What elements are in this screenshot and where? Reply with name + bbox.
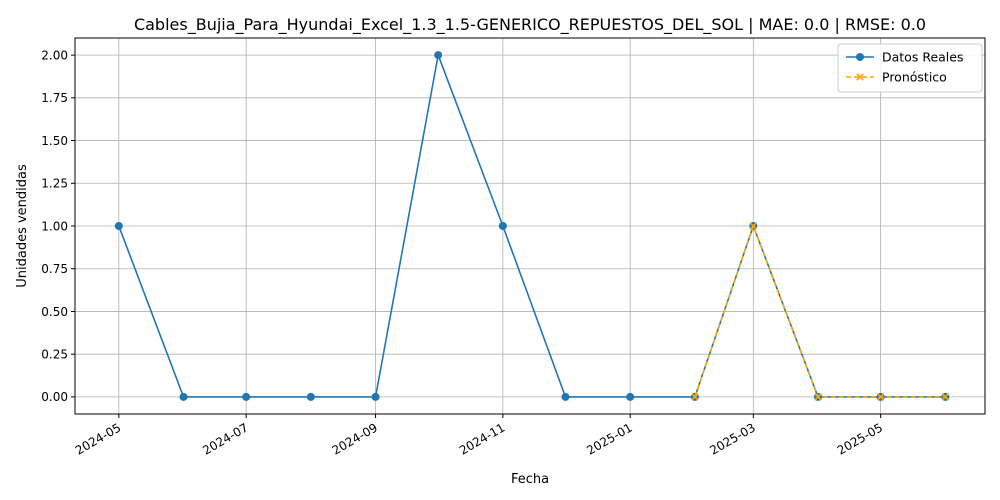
legend-marker-datos-reales xyxy=(856,53,864,61)
data-point xyxy=(179,392,188,401)
y-tick-label: 0.25 xyxy=(41,347,68,361)
data-point xyxy=(626,392,635,401)
forecast-point xyxy=(749,222,758,230)
legend-box xyxy=(837,43,983,93)
series-pronostico xyxy=(691,222,950,401)
x-tick-label: 2025-05 xyxy=(835,420,885,457)
data-point xyxy=(242,392,251,401)
forecast-point xyxy=(691,393,699,401)
data-point xyxy=(561,392,570,401)
data-point xyxy=(114,222,123,230)
grid xyxy=(75,38,985,414)
data-point xyxy=(306,392,315,401)
forecast-point xyxy=(814,393,822,401)
x-tick-label: 2025-03 xyxy=(707,420,757,457)
legend-label-pronostico: Pronóstico xyxy=(882,70,947,85)
y-tick-label: 1.25 xyxy=(41,177,68,191)
y-tick-label: 2.00 xyxy=(41,48,68,62)
x-tick-label: 2024-05 xyxy=(73,420,123,457)
y-tick-label: 1.00 xyxy=(41,219,68,233)
ticks: 0.00 0.25 0.50 0.75 1.00 1.25 1.50 1.75 2.00 2024… xyxy=(41,48,885,457)
forecast-point xyxy=(941,393,950,401)
data-point xyxy=(498,222,507,230)
legend-label-datos-reales: Datos Reales xyxy=(882,50,963,65)
legend-marker-pronostico xyxy=(856,73,864,81)
data-point xyxy=(434,51,443,60)
x-tick-label: 2024-07 xyxy=(200,420,250,457)
forecast-point xyxy=(876,393,885,401)
y-tick-label: 0.50 xyxy=(41,305,68,319)
series-layer xyxy=(114,51,950,401)
legend: Datos Reales Pronóstico xyxy=(837,43,983,93)
data-point xyxy=(371,392,380,401)
chart-title: Cables_Bujia_Para_Hyundai_Excel_1.3_1.5-… xyxy=(134,15,926,35)
x-tick-label: 2024-11 xyxy=(457,420,507,457)
y-tick-label: 1.75 xyxy=(41,91,68,105)
y-tick-label: 1.50 xyxy=(41,134,68,148)
y-axis-label: Unidades vendidas xyxy=(15,164,30,288)
y-tick-label: 0.75 xyxy=(41,262,68,276)
x-axis-label: Fecha xyxy=(511,472,549,487)
y-tick-label: 0.00 xyxy=(41,390,68,404)
x-tick-label: 2025-01 xyxy=(584,420,634,457)
x-tick-label: 2024-09 xyxy=(330,420,380,457)
